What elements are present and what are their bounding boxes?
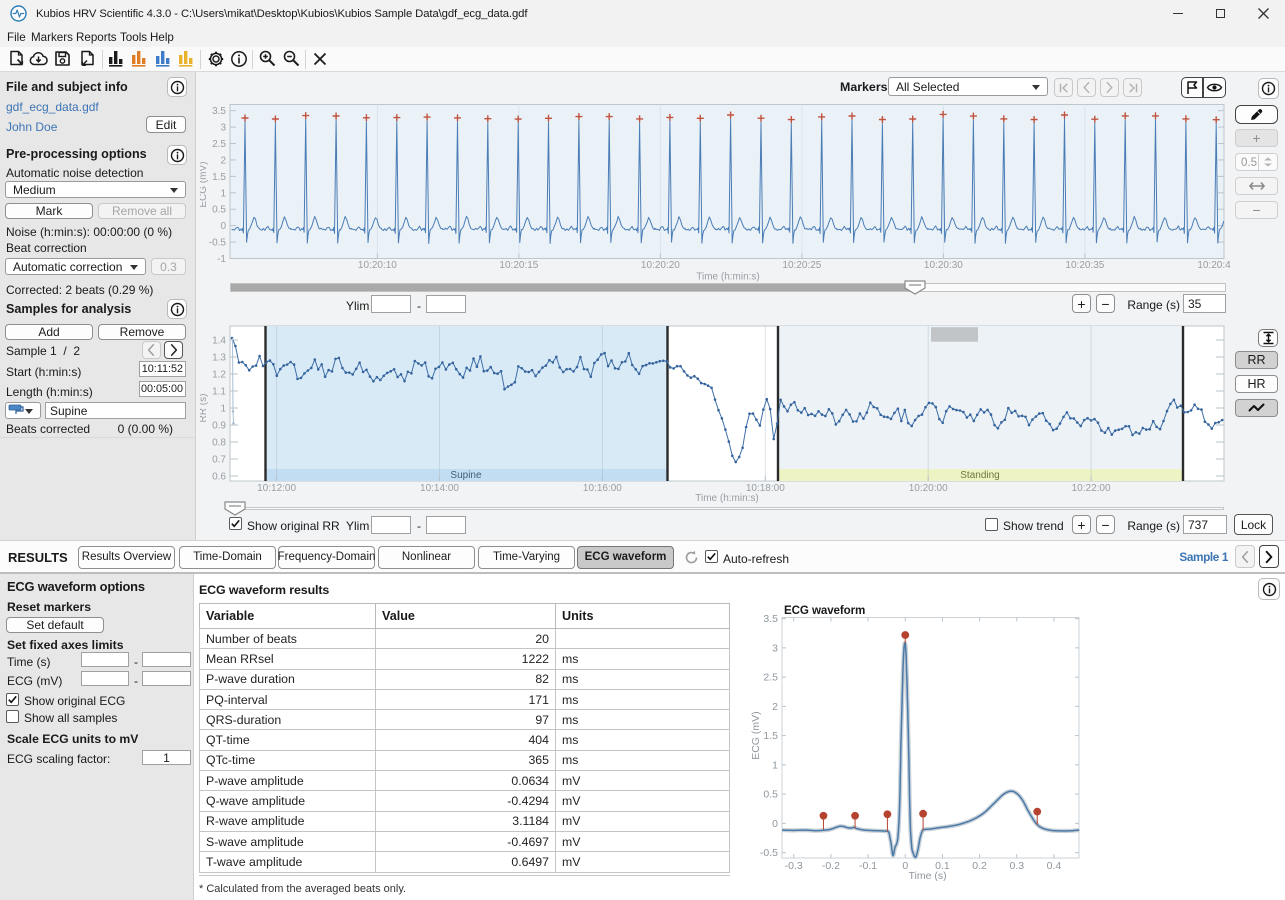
svg-text:-0.5: -0.5 [760,847,778,859]
svg-text:0.5: 0.5 [212,205,226,216]
svg-text:10:20:4: 10:20:4 [1197,260,1231,271]
svg-text:Time (s): Time (s) [909,870,947,882]
svg-text:0.5: 0.5 [763,789,778,801]
svg-text:-0.2: -0.2 [822,860,840,872]
svg-text:10:22:00: 10:22:00 [1072,483,1111,494]
svg-text:1.5: 1.5 [212,172,226,183]
svg-text:Time (h:min:s): Time (h:min:s) [696,272,760,283]
svg-text:10:20:20: 10:20:20 [641,260,680,271]
svg-text:-0.3: -0.3 [785,860,803,872]
svg-text:0.4: 0.4 [1047,860,1062,872]
svg-text:ECG (mV): ECG (mV) [750,711,762,759]
svg-text:10:20:10: 10:20:10 [358,260,397,271]
svg-text:10:20:00: 10:20:00 [909,483,948,494]
svg-text:10:16:00: 10:16:00 [583,483,622,494]
svg-text:10:18:00: 10:18:00 [746,483,785,494]
svg-text:0: 0 [772,818,778,830]
svg-text:0.2: 0.2 [972,860,987,872]
svg-text:0.9: 0.9 [212,421,226,432]
svg-text:ECG (mV): ECG (mV) [200,162,209,208]
svg-text:3: 3 [220,123,226,134]
svg-text:Standing: Standing [960,470,999,481]
svg-text:1: 1 [220,188,226,199]
svg-text:3: 3 [772,642,778,654]
svg-text:-1: -1 [217,254,226,265]
svg-text:0.1: 0.1 [935,860,950,872]
svg-text:0.3: 0.3 [1009,860,1024,872]
svg-text:10:20:25: 10:20:25 [782,260,821,271]
svg-text:1.2: 1.2 [212,370,226,381]
svg-text:1.4: 1.4 [212,336,226,347]
svg-text:0.7: 0.7 [212,455,226,466]
svg-text:0.8: 0.8 [212,438,226,449]
svg-text:10:20:30: 10:20:30 [924,260,963,271]
svg-text:1.1: 1.1 [212,387,226,398]
svg-text:0.6: 0.6 [212,472,226,483]
svg-text:1: 1 [220,404,226,415]
svg-text:RR (s): RR (s) [200,394,209,423]
svg-text:3.5: 3.5 [763,613,778,625]
svg-text:10:12:00: 10:12:00 [257,483,296,494]
svg-text:10:14:00: 10:14:00 [420,483,459,494]
svg-text:0: 0 [220,221,226,232]
svg-text:Supine: Supine [450,470,482,481]
svg-text:2.5: 2.5 [212,139,226,150]
svg-text:10:20:35: 10:20:35 [1065,260,1104,271]
svg-text:3.5: 3.5 [212,106,226,117]
svg-text:1: 1 [772,759,778,771]
svg-text:-0.1: -0.1 [859,860,877,872]
svg-text:2: 2 [772,701,778,713]
svg-text:2.5: 2.5 [763,672,778,684]
svg-text:2: 2 [220,155,226,166]
svg-text:1.5: 1.5 [763,730,778,742]
svg-text:Time (h:min:s): Time (h:min:s) [695,493,759,504]
svg-text:0: 0 [902,860,908,872]
svg-text:1.3: 1.3 [212,353,226,364]
svg-text:-0.5: -0.5 [209,238,227,249]
svg-text:10:20:15: 10:20:15 [499,260,538,271]
